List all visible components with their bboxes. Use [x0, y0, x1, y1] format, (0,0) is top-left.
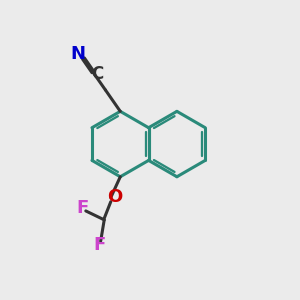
- Text: F: F: [93, 236, 105, 254]
- Text: N: N: [71, 45, 86, 63]
- Text: F: F: [76, 199, 88, 217]
- Text: O: O: [107, 188, 122, 206]
- Text: C: C: [91, 64, 103, 82]
